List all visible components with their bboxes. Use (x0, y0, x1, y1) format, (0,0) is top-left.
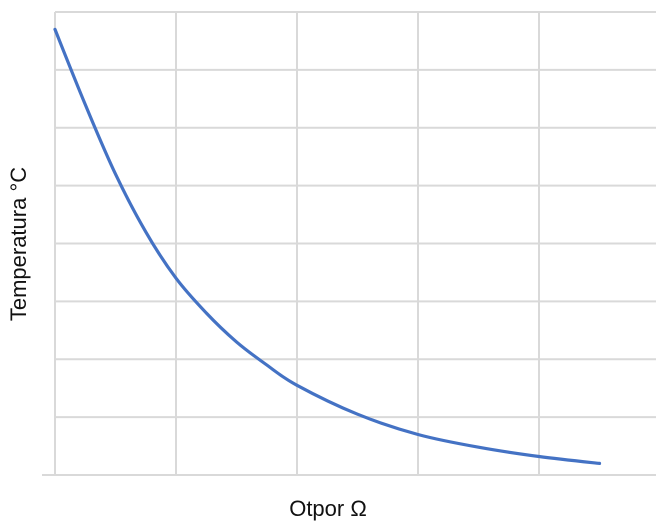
series-line-0 (53, 27, 602, 465)
series-group (53, 27, 602, 465)
grid-lines (55, 11, 656, 475)
x-axis-label: Otpor Ω (289, 496, 367, 521)
axes (42, 12, 656, 476)
y-axis-label: Temperatura °C (6, 166, 31, 322)
